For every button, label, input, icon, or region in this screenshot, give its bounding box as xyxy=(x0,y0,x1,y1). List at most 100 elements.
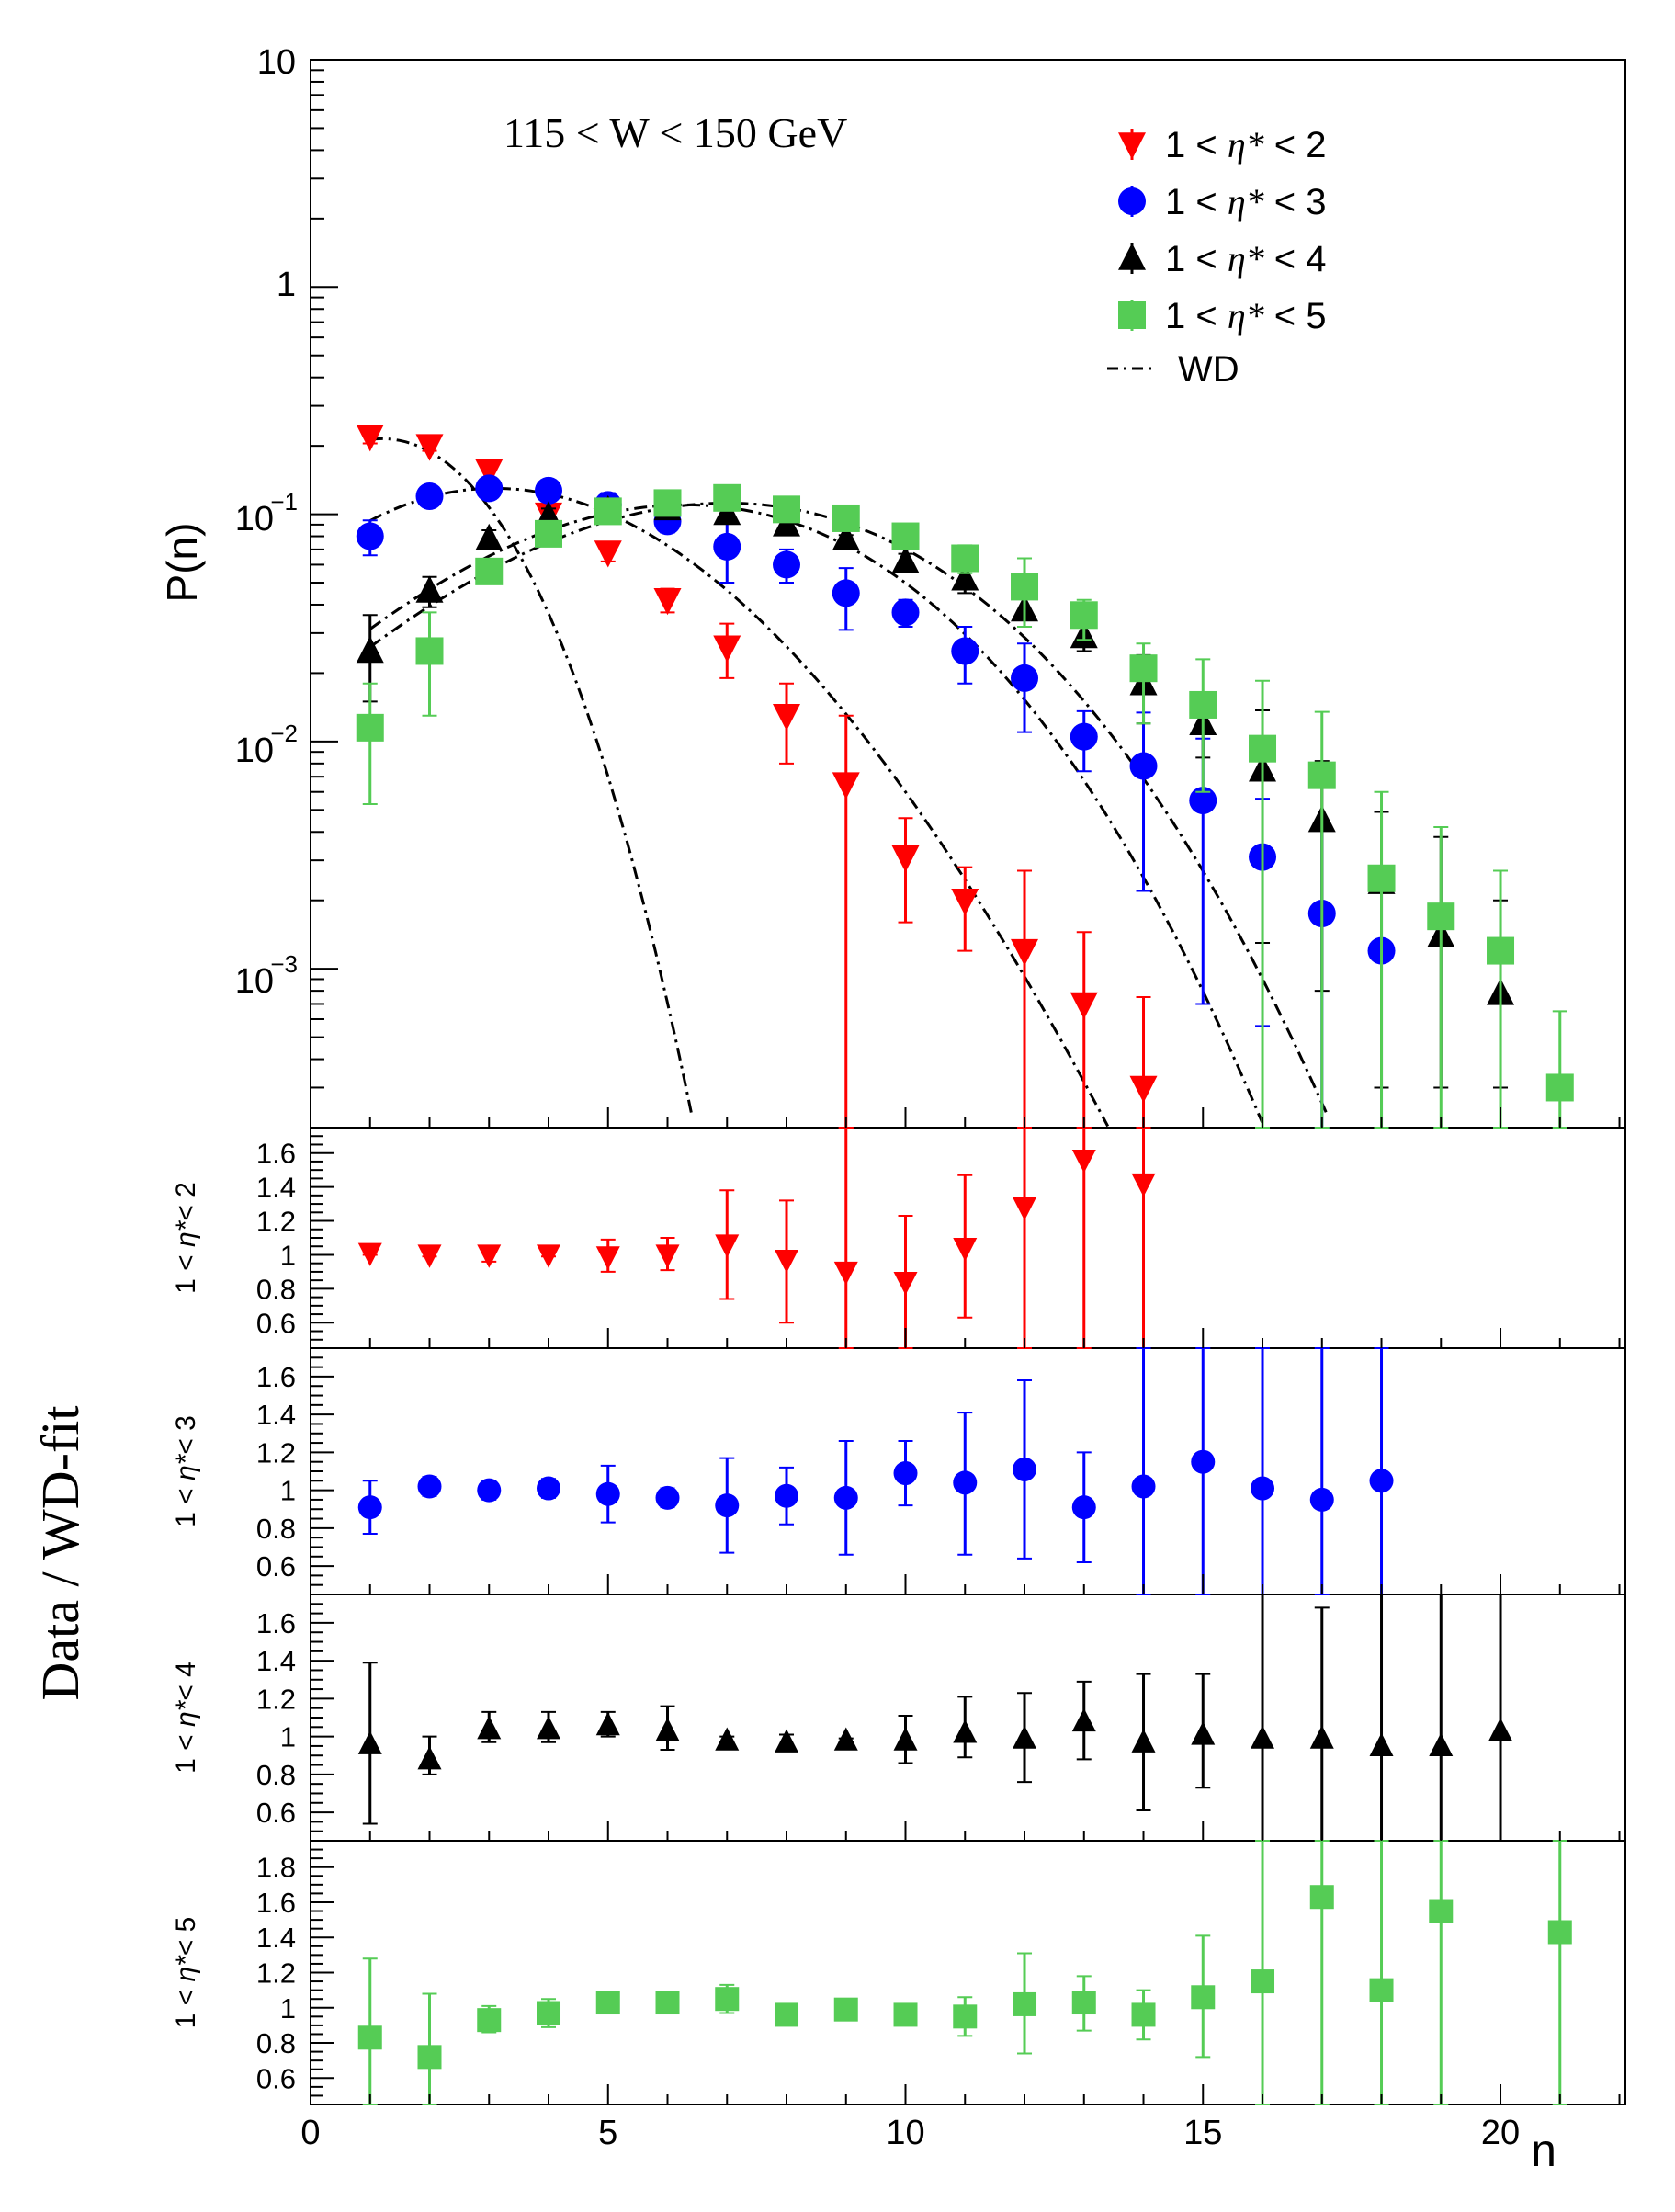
ratio-y-tick-label: 1 xyxy=(280,1475,296,1507)
ratio-point xyxy=(1369,1978,1394,2002)
data-point xyxy=(1129,654,1158,683)
y-tick-label-1: 1 xyxy=(277,266,296,304)
data-point xyxy=(1487,936,1515,965)
ratio-point xyxy=(477,1244,502,1268)
ratio-point xyxy=(655,1244,680,1268)
ratio-y-tick-label: 1.8 xyxy=(256,1852,296,1884)
ratio-point xyxy=(1191,1985,1216,2010)
legend-label-symbol: η* xyxy=(1228,181,1264,222)
ratio-panel-frame-eta2 xyxy=(310,1127,1626,1349)
ratio-ylabel-prefix: 1 < xyxy=(171,1982,201,2029)
y-axis-label: P(n) xyxy=(158,523,206,603)
ratio-point xyxy=(1251,1969,1275,1994)
ratio-point xyxy=(1309,1725,1334,1749)
ratio-point xyxy=(417,1244,442,1268)
wd-fit-curve-4 xyxy=(368,503,1264,1124)
ratio-y-tick-label: 1.2 xyxy=(256,1206,296,1238)
ratio-y-tick-label: 1.6 xyxy=(256,1138,296,1170)
data-point xyxy=(951,563,979,591)
ratio-y-tick-label: 0.8 xyxy=(256,2027,296,2059)
ratio-point xyxy=(1251,1476,1275,1501)
legend-entry-eta2: 1 < η* < 2 xyxy=(1118,124,1327,165)
data-point xyxy=(951,637,979,665)
ratio-point xyxy=(1547,1920,1572,1945)
legend-wd-label: WD xyxy=(1178,349,1239,390)
ratio-point xyxy=(775,1483,799,1508)
ratio-panel-ylabel: 1 < η*< 5 xyxy=(171,1917,201,2029)
ratio-y-tick-label: 1.4 xyxy=(256,1645,296,1677)
legend-entry-eta5: 1 < η* < 5 xyxy=(1118,295,1327,336)
ratio-y-tick-label: 0.6 xyxy=(256,2062,296,2094)
ratio-point xyxy=(715,1493,740,1518)
ratio-point xyxy=(1191,1721,1216,1745)
legend-label-suffix: < 5 xyxy=(1264,296,1327,336)
ratio-y-tick-label: 0.8 xyxy=(256,1513,296,1545)
x-axis-ticks: 0 5 10 15 20 xyxy=(300,1107,1621,2152)
data-point xyxy=(832,579,860,607)
ratio-ylabel-prefix: 1 < xyxy=(171,1247,201,1294)
ratio-y-tick-label: 0.6 xyxy=(256,1307,296,1339)
data-point xyxy=(1189,690,1217,719)
y-tick-label-0.01: 10 xyxy=(235,732,274,770)
ratio-point xyxy=(357,1242,382,1266)
ratio-point xyxy=(1071,1150,1096,1174)
data-point xyxy=(713,635,741,663)
wd-fit-curve-3 xyxy=(369,486,1110,1128)
ratio-panels: 0.60.811.21.41.61 < η*< 20.60.811.21.41.… xyxy=(171,1127,1572,2105)
ratio-point xyxy=(1071,1707,1096,1732)
ratio-point xyxy=(1131,1173,1156,1197)
ratio-point xyxy=(1369,1469,1394,1493)
ratio-point xyxy=(833,1727,858,1751)
ratio-point xyxy=(775,1249,799,1274)
y-tick-label-0.001: 10 xyxy=(235,962,274,1001)
ratio-point xyxy=(417,1746,442,1770)
data-point xyxy=(415,482,444,510)
ratio-point xyxy=(537,1476,561,1501)
data-point xyxy=(356,522,384,550)
data-point xyxy=(1427,902,1455,931)
ratio-point xyxy=(1429,1899,1454,1923)
ratio-point xyxy=(953,2004,978,2029)
x-tick-label-10: 10 xyxy=(886,2114,924,2152)
y-tick-label-0.001-exp: −3 xyxy=(270,950,298,978)
legend-label-prefix: 1 < xyxy=(1165,125,1228,165)
ratio-panel-eta4: 0.6 0.8 1 1.2 1.4 1.6 1 < η*< 4 xyxy=(171,1594,1513,1842)
data-point xyxy=(415,575,444,603)
ratio-panel-frame-eta4 xyxy=(310,1594,1626,1842)
ratio-ylabel-symbol: η* xyxy=(171,1699,201,1727)
ratio-y-tick-label: 0.8 xyxy=(256,1273,296,1305)
main-data-points xyxy=(356,425,1574,1129)
legend-label-prefix: 1 < xyxy=(1165,296,1228,336)
ratio-point xyxy=(655,1991,680,2015)
ratio-point xyxy=(953,1470,978,1495)
ratio-point xyxy=(833,1485,858,1510)
ratio-panel-eta5: 0.60.811.21.41.61.8 1 < η*< 5 xyxy=(171,1840,1572,2105)
ratio-point xyxy=(1131,1729,1156,1753)
y-tick-label-10: 10 xyxy=(257,43,296,82)
ratio-y-tick-label: 1.2 xyxy=(256,1683,296,1715)
data-point xyxy=(1189,787,1217,815)
ratio-ylabel-symbol: η* xyxy=(171,1219,201,1247)
data-point xyxy=(535,476,563,505)
data-point xyxy=(1011,938,1039,967)
series-points-2 xyxy=(356,425,1158,1129)
legend-label: 1 < η* < 2 xyxy=(1165,124,1327,165)
main-axis-ticks xyxy=(311,59,338,1129)
data-point xyxy=(773,495,801,524)
ratio-point xyxy=(1488,1718,1513,1741)
ratio-point xyxy=(537,1716,561,1740)
ratio-ylabel-suffix: < 5 xyxy=(171,1917,201,1957)
ratio-point xyxy=(1013,1725,1037,1749)
legend-entry-eta3: 1 < η* < 3 xyxy=(1118,181,1327,222)
ratio-point xyxy=(537,1244,561,1268)
y-tick-label-0.01-exp: −2 xyxy=(270,720,298,747)
ratio-point xyxy=(833,1261,858,1286)
ratio-point xyxy=(595,1246,620,1270)
series-points-5 xyxy=(356,483,1574,1129)
legend-label-suffix: < 2 xyxy=(1264,125,1327,165)
x-tick-label-15: 15 xyxy=(1183,2114,1222,2152)
ratio-point xyxy=(537,2001,561,2025)
ratio-point xyxy=(477,1478,502,1503)
legend-label-symbol: η* xyxy=(1228,124,1264,165)
